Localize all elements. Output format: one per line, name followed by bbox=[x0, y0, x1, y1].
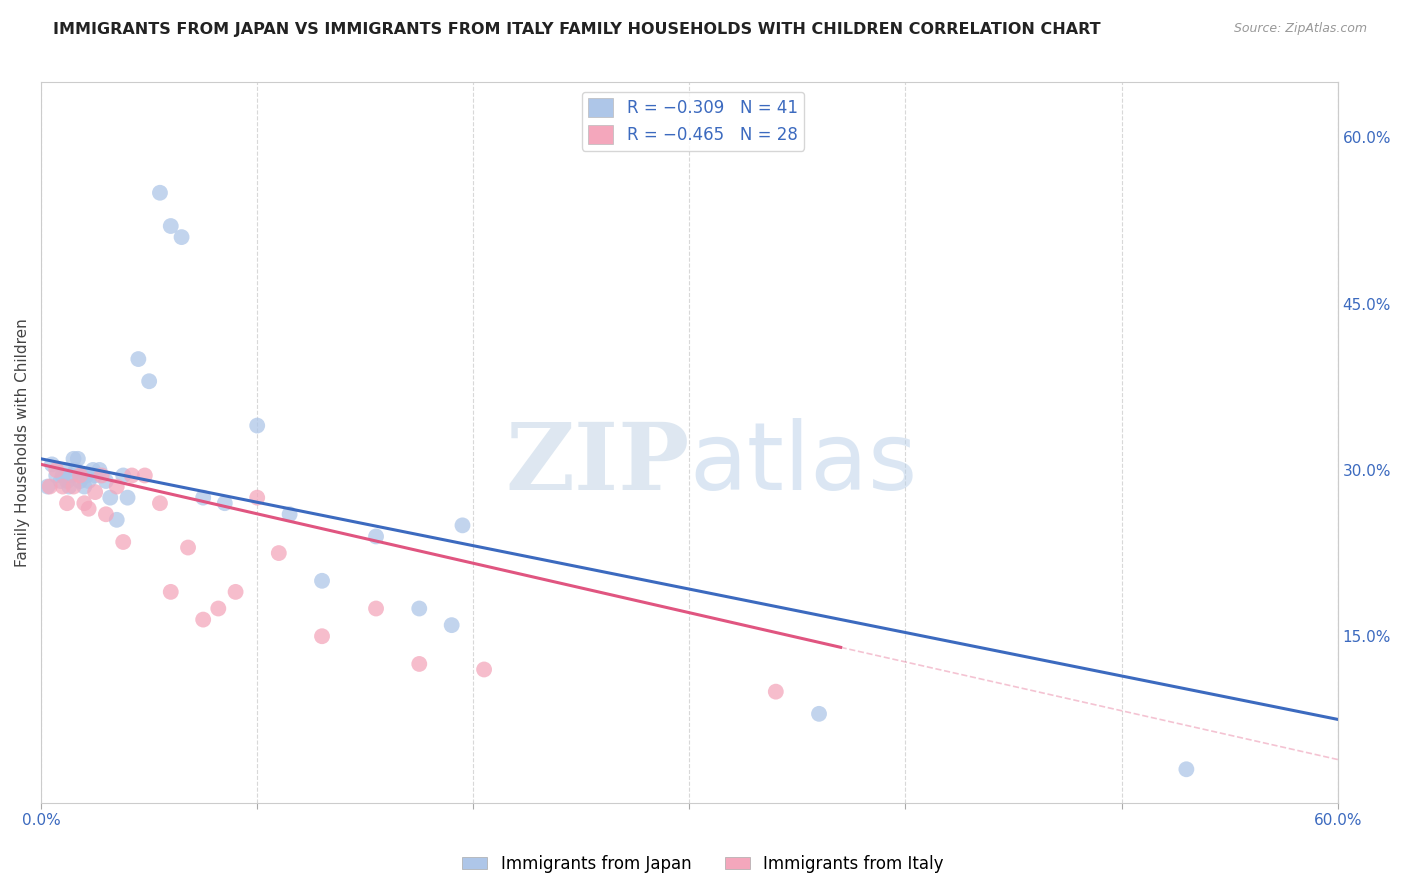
Point bbox=[66, 451, 89, 466]
Point bbox=[70, 468, 93, 483]
Point bbox=[278, 508, 301, 522]
Text: Source: ZipAtlas.com: Source: ZipAtlas.com bbox=[1233, 22, 1367, 36]
Point bbox=[246, 491, 269, 505]
Point bbox=[52, 468, 75, 483]
Point bbox=[1175, 762, 1198, 776]
Point bbox=[82, 463, 104, 477]
Point bbox=[364, 601, 387, 615]
Point bbox=[121, 468, 143, 483]
Point bbox=[41, 458, 63, 472]
Point bbox=[73, 496, 96, 510]
Point bbox=[56, 474, 79, 488]
Point bbox=[56, 496, 79, 510]
Point bbox=[214, 496, 236, 510]
Legend: R = −0.309   N = 41, R = −0.465   N = 28: R = −0.309 N = 41, R = −0.465 N = 28 bbox=[582, 92, 804, 151]
Point bbox=[112, 535, 135, 549]
Point bbox=[207, 601, 229, 615]
Point bbox=[364, 529, 387, 543]
Point bbox=[90, 468, 112, 483]
Point bbox=[89, 463, 111, 477]
Point bbox=[472, 663, 495, 677]
Point bbox=[73, 479, 96, 493]
Point bbox=[193, 491, 215, 505]
Point bbox=[105, 513, 128, 527]
Point bbox=[408, 601, 430, 615]
Point bbox=[225, 585, 247, 599]
Text: atlas: atlas bbox=[689, 417, 918, 510]
Point bbox=[62, 451, 84, 466]
Point bbox=[45, 463, 67, 477]
Point bbox=[127, 352, 149, 367]
Point bbox=[94, 508, 117, 522]
Point bbox=[451, 518, 474, 533]
Point bbox=[177, 541, 200, 555]
Point bbox=[38, 479, 60, 493]
Point bbox=[94, 474, 117, 488]
Point bbox=[311, 574, 333, 588]
Point bbox=[76, 468, 98, 483]
Point bbox=[77, 501, 100, 516]
Point bbox=[159, 585, 181, 599]
Point bbox=[440, 618, 463, 632]
Point bbox=[311, 629, 333, 643]
Point bbox=[37, 479, 59, 493]
Y-axis label: Family Households with Children: Family Households with Children bbox=[15, 318, 30, 566]
Point bbox=[170, 230, 193, 244]
Point bbox=[149, 186, 172, 200]
Point bbox=[246, 418, 269, 433]
Legend: Immigrants from Japan, Immigrants from Italy: Immigrants from Japan, Immigrants from I… bbox=[456, 848, 950, 880]
Point bbox=[69, 474, 91, 488]
Point bbox=[117, 491, 139, 505]
Point bbox=[105, 479, 128, 493]
Point bbox=[69, 468, 91, 483]
Point bbox=[84, 468, 107, 483]
Point bbox=[58, 479, 80, 493]
Point bbox=[45, 468, 67, 483]
Point bbox=[134, 468, 156, 483]
Point bbox=[84, 485, 107, 500]
Point bbox=[65, 463, 87, 477]
Point bbox=[808, 706, 831, 721]
Point bbox=[52, 479, 75, 493]
Point bbox=[77, 474, 100, 488]
Point bbox=[408, 657, 430, 671]
Text: IMMIGRANTS FROM JAPAN VS IMMIGRANTS FROM ITALY FAMILY HOUSEHOLDS WITH CHILDREN C: IMMIGRANTS FROM JAPAN VS IMMIGRANTS FROM… bbox=[53, 22, 1101, 37]
Point bbox=[53, 463, 76, 477]
Point bbox=[267, 546, 290, 560]
Point bbox=[60, 468, 83, 483]
Point bbox=[49, 474, 72, 488]
Point bbox=[98, 491, 121, 505]
Point bbox=[765, 684, 787, 698]
Point bbox=[149, 496, 172, 510]
Point bbox=[62, 479, 84, 493]
Point bbox=[138, 374, 160, 388]
Point bbox=[193, 613, 215, 627]
Point bbox=[112, 468, 135, 483]
Point bbox=[159, 219, 181, 233]
Text: ZIP: ZIP bbox=[505, 419, 689, 508]
